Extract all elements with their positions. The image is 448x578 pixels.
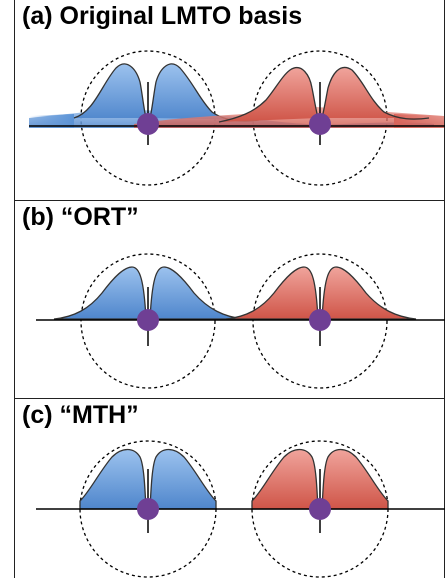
diagram-mth <box>36 440 445 578</box>
panel-border <box>14 0 445 200</box>
atom-site-left <box>137 309 159 331</box>
panel-border <box>14 201 445 398</box>
atom-site-right <box>309 113 331 135</box>
panel-original-lmto: (a) Original LMTO basis <box>14 0 445 200</box>
blue-orbital <box>73 63 260 122</box>
panel-title-b: (b) “ORT” <box>22 203 139 231</box>
panel-divider <box>14 200 445 201</box>
panel-mth: (c) “MTH” <box>14 399 445 578</box>
blue-tail-fade <box>29 114 74 128</box>
panel-title-c: (c) “MTH” <box>22 401 139 429</box>
red-orbital <box>218 66 430 123</box>
diagram-original-lmto <box>29 50 445 186</box>
sphere-left <box>80 253 216 389</box>
panel-divider <box>14 398 445 399</box>
sphere-right <box>252 253 388 389</box>
atom-site-left <box>137 498 159 520</box>
panel-ort: (b) “ORT” <box>14 201 445 398</box>
panel-title-a: (a) Original LMTO basis <box>22 2 303 30</box>
atom-site-right <box>309 309 331 331</box>
diagram-ort <box>36 253 445 389</box>
red-tail-fade <box>394 114 445 128</box>
panel-border <box>14 399 445 578</box>
atom-site-left <box>137 113 159 135</box>
atom-site-right <box>309 498 331 520</box>
